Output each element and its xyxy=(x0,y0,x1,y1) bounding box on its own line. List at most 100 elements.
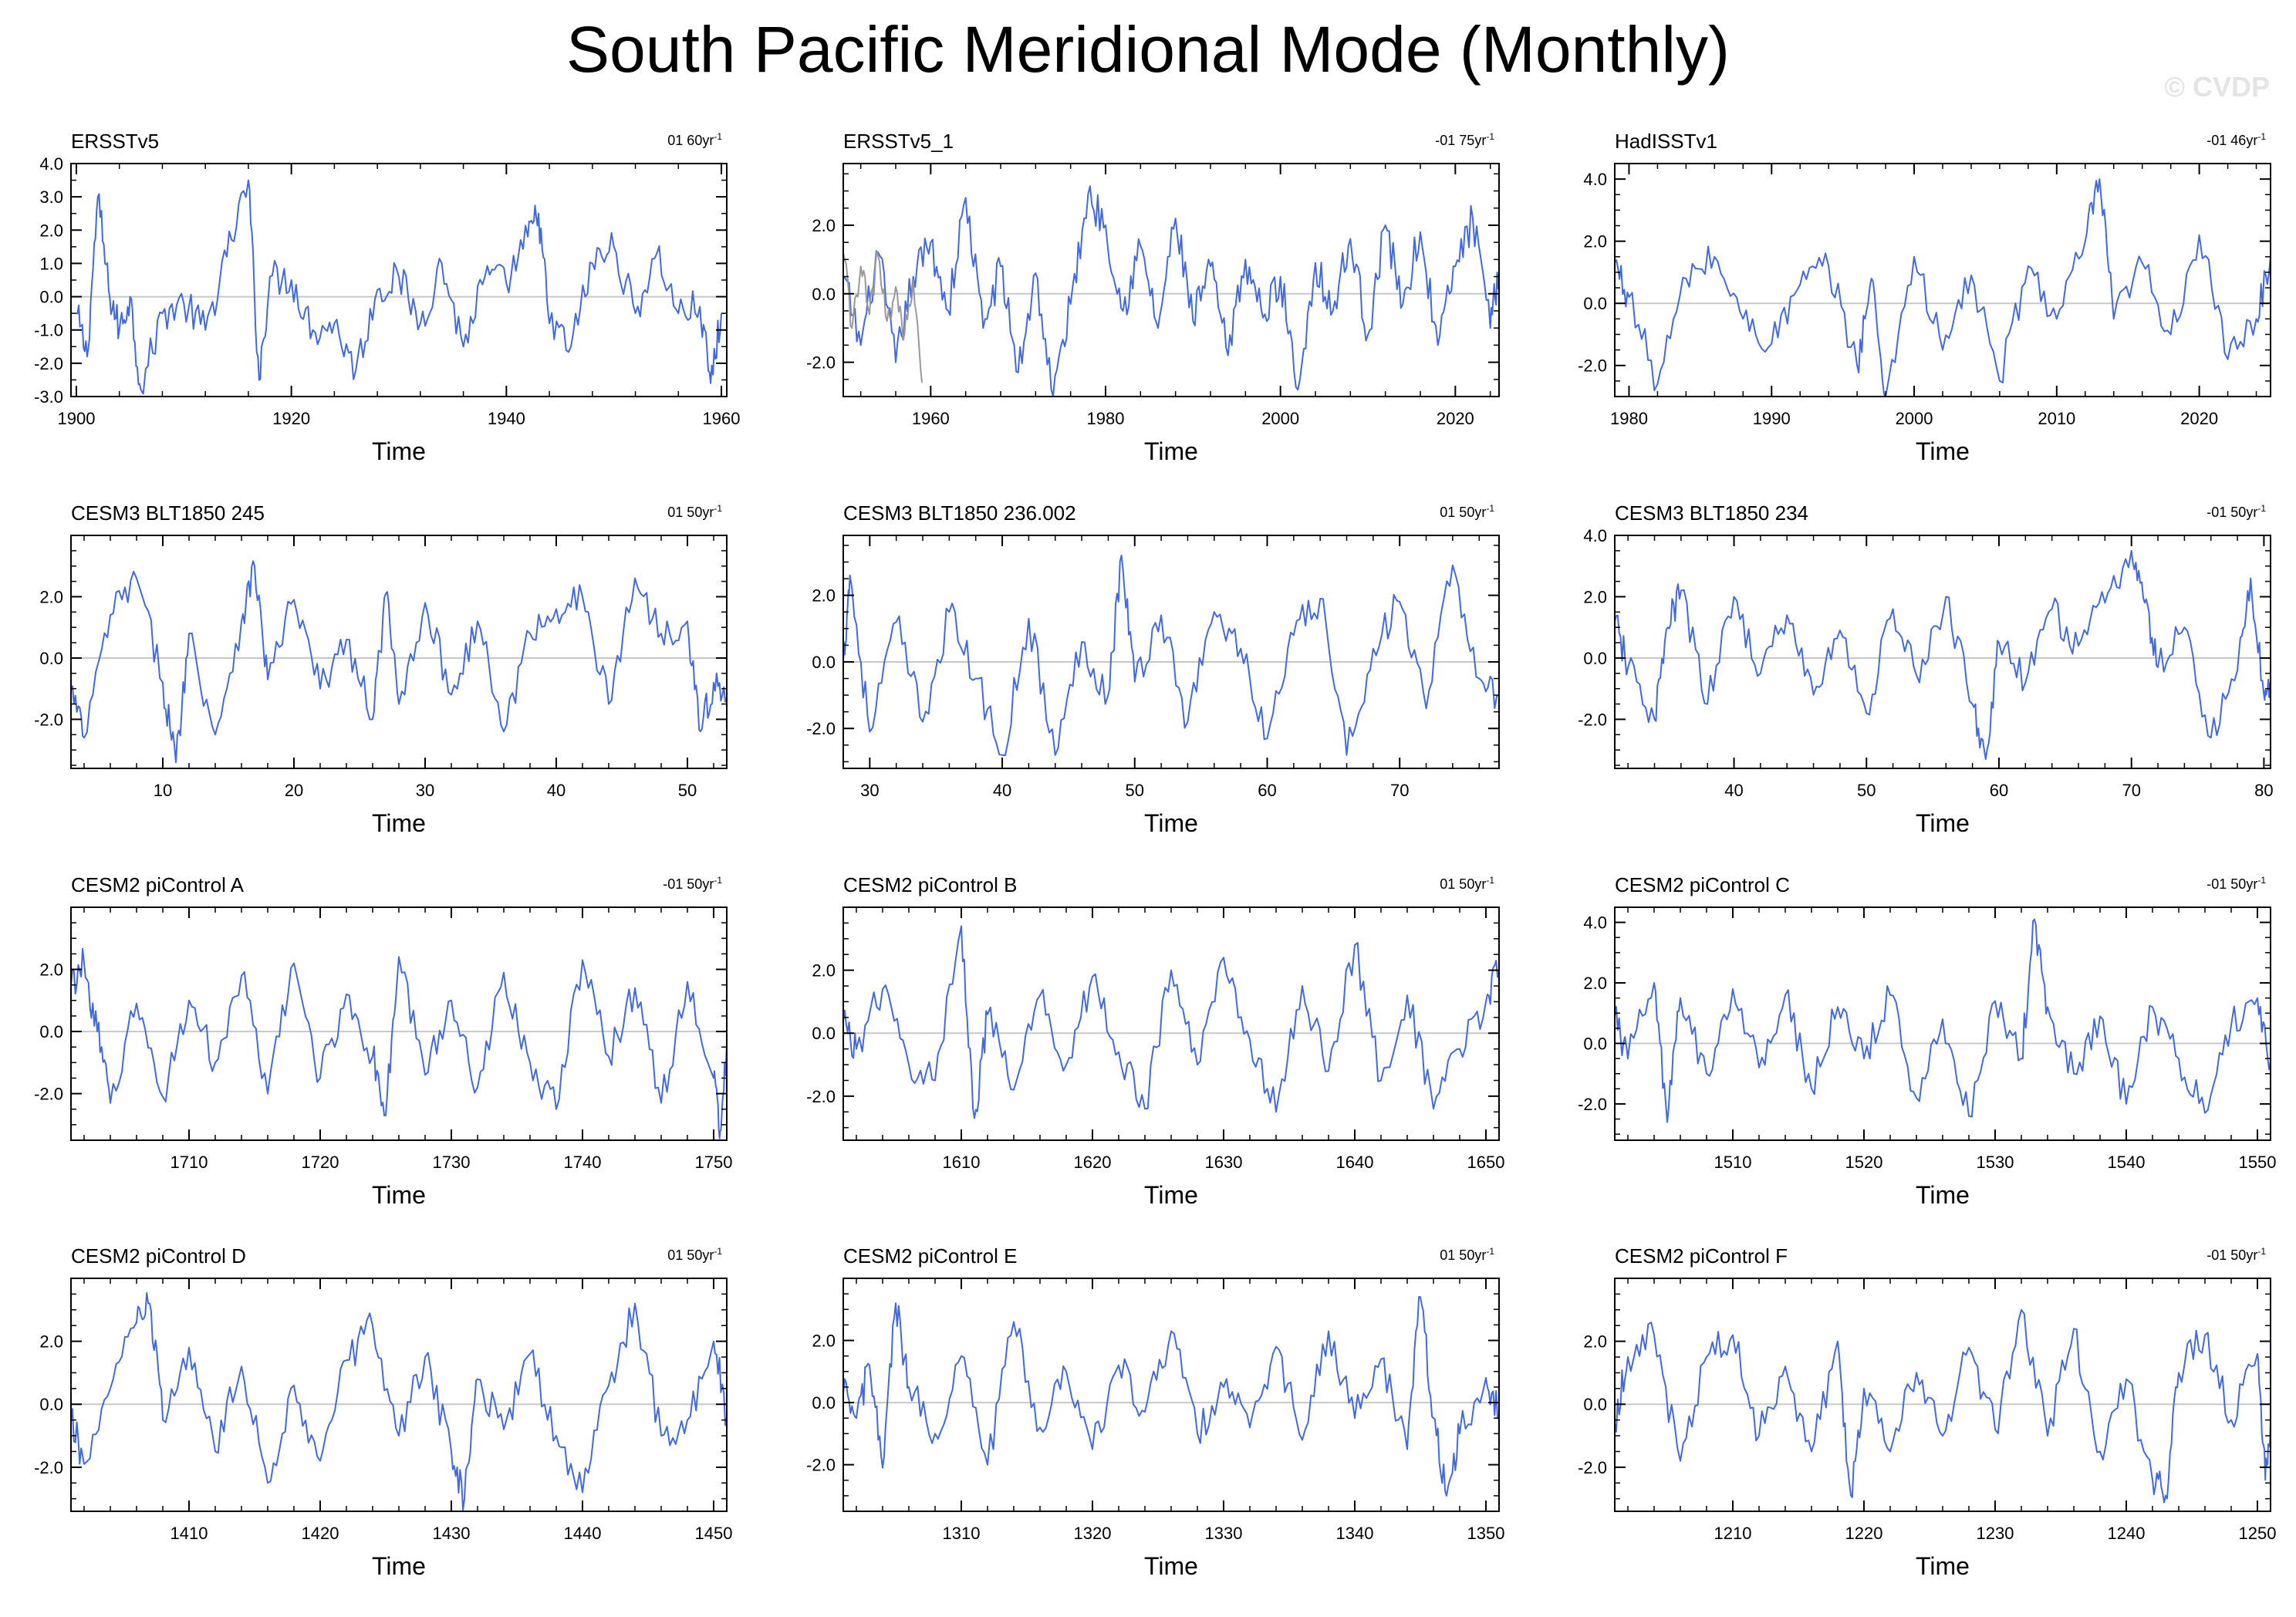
y-tick-label: 2.0 xyxy=(39,587,63,606)
panel-title: CESM2 piControl C xyxy=(1615,873,1790,896)
y-tick-label: 0.0 xyxy=(39,1022,63,1041)
panel-1: ERSSTv5 01 60yr-1 -3.0 -2.0 -1.0 0.0 1.0 2.0 3.0… xyxy=(34,130,740,465)
x-tick-label: 1250 xyxy=(2239,1524,2277,1543)
y-tick-label: -2.0 xyxy=(34,354,63,373)
panel-3: HadISSTv1 -01 46yr-1 -2.0 0.0 2.0 4.0 1980 1990… xyxy=(1578,130,2271,465)
trend-label: 01 50yr-1 xyxy=(1440,1246,1494,1263)
y-tick-label: 0.0 xyxy=(812,653,836,672)
x-tick-label: 1750 xyxy=(695,1153,733,1172)
panel-title: ERSSTv5_1 xyxy=(843,130,954,153)
x-tick-label: 1620 xyxy=(1074,1153,1112,1172)
x-axis-label: Time xyxy=(372,437,426,465)
x-axis-label: Time xyxy=(372,809,426,837)
x-tick-label: 1720 xyxy=(302,1153,339,1172)
y-tick-label: -3.0 xyxy=(34,387,63,407)
y-tick-label: 2.0 xyxy=(812,216,836,235)
x-tick-label: 1650 xyxy=(1467,1153,1505,1172)
trend-superscript: -1 xyxy=(2257,131,2266,142)
x-tick-label: 70 xyxy=(2122,781,2140,800)
panel-title: CESM2 piControl A xyxy=(71,873,245,896)
series-line xyxy=(1614,549,2271,761)
plot-frame xyxy=(1614,163,2271,397)
y-tick-label: 4.0 xyxy=(1583,913,1607,933)
panel-9: CESM2 piControl C -01 50yr-1 -2.0 0.0 2.0 4.0… xyxy=(1578,873,2276,1209)
x-tick-label: 1310 xyxy=(943,1524,981,1543)
trend-superscript: -1 xyxy=(1486,875,1494,886)
plot-frame xyxy=(70,535,728,769)
panel-title: ERSSTv5 xyxy=(71,130,159,153)
x-tick-label: 1960 xyxy=(703,409,741,428)
trend-superscript: -1 xyxy=(1486,131,1494,142)
x-tick-label: 1940 xyxy=(488,409,525,428)
panel-title: CESM2 piControl E xyxy=(843,1244,1017,1268)
panel-8: CESM2 piControl B 01 50yr-1 -2.0 0.0 2.0 1610… xyxy=(806,873,1504,1209)
x-axis-label: Time xyxy=(1144,809,1198,837)
series-line xyxy=(1614,918,2271,1123)
trend-label: 01 50yr-1 xyxy=(1440,503,1494,520)
y-tick-label: -1.0 xyxy=(34,321,63,340)
x-tick-label: 1220 xyxy=(1845,1524,1883,1543)
trend-label: -01 50yr-1 xyxy=(2207,503,2266,520)
y-tick-label: 2.0 xyxy=(812,961,836,981)
y-tick-label: 0.0 xyxy=(812,1024,836,1043)
page-title: South Pacific Meridional Mode (Monthly) xyxy=(566,13,1730,86)
y-tick-label: -2.0 xyxy=(1578,1095,1607,1114)
plot-frame xyxy=(70,906,728,1141)
series-line xyxy=(76,179,722,395)
series-line xyxy=(70,560,728,764)
trend-superscript: -1 xyxy=(1486,503,1494,514)
x-tick-label: 1990 xyxy=(1753,409,1791,428)
series-line xyxy=(842,554,1500,757)
x-tick-label: 1350 xyxy=(1467,1524,1505,1543)
y-tick-label: -2.0 xyxy=(1578,356,1607,376)
series-line xyxy=(70,947,728,1139)
x-tick-label: 2010 xyxy=(2038,409,2075,428)
panel-11: CESM2 piControl E 01 50yr-1 -2.0 0.0 2.0 1310… xyxy=(806,1244,1504,1580)
x-tick-label: 1330 xyxy=(1205,1524,1243,1543)
plot-frame xyxy=(842,535,1500,769)
x-axis-label: Time xyxy=(1144,437,1198,465)
plot-frame xyxy=(1614,1278,2271,1512)
x-tick-label: 1630 xyxy=(1205,1153,1243,1172)
x-tick-label: 1510 xyxy=(1714,1153,1752,1172)
x-tick-label: 40 xyxy=(993,781,1011,800)
panel-2: ERSSTv5_1 -01 75yr-1 -2.0 0.0 2.0 1960 1980 200… xyxy=(806,130,1500,465)
x-tick-label: 1450 xyxy=(695,1524,733,1543)
panel-4: CESM3 BLT1850 245 01 50yr-1 -2.0 0.0 2.0 10 20… xyxy=(34,501,728,837)
x-tick-label: 20 xyxy=(285,781,303,800)
x-tick-label: 1960 xyxy=(912,409,950,428)
y-tick-label: 0.0 xyxy=(1583,649,1607,668)
x-tick-label: 1530 xyxy=(1977,1153,2014,1172)
y-tick-label: 0.0 xyxy=(1583,1395,1607,1414)
y-tick-label: 2.0 xyxy=(1583,1332,1607,1352)
y-tick-label: 2.0 xyxy=(1583,587,1607,606)
panel-title: CESM3 BLT1850 236.002 xyxy=(843,501,1076,525)
x-tick-label: 1410 xyxy=(171,1524,208,1543)
x-axis-label: Time xyxy=(1916,1552,1970,1580)
y-tick-label: 2.0 xyxy=(39,221,63,240)
x-tick-label: 1610 xyxy=(943,1153,981,1172)
x-tick-label: 2000 xyxy=(1261,409,1299,428)
x-tick-label: 60 xyxy=(1258,781,1276,800)
trend-superscript: -1 xyxy=(714,131,722,142)
y-tick-label: 4.0 xyxy=(1583,526,1607,545)
y-tick-label: 1.0 xyxy=(39,254,63,273)
trend-superscript: -1 xyxy=(1486,1246,1494,1257)
series-line xyxy=(1614,178,2271,397)
x-axis-label: Time xyxy=(1916,437,1970,465)
trend-label: -01 46yr-1 xyxy=(2207,131,2266,148)
x-tick-label: 1740 xyxy=(564,1153,602,1172)
x-tick-label: 1430 xyxy=(433,1524,471,1543)
series-line xyxy=(1614,1308,2271,1504)
watermark: © CVDP xyxy=(2164,71,2270,103)
trend-label: 01 50yr-1 xyxy=(667,1246,722,1263)
overlay-line xyxy=(842,250,923,383)
y-tick-label: 0.0 xyxy=(39,1395,63,1414)
panel-title: CESM3 BLT1850 234 xyxy=(1615,501,1808,525)
x-tick-label: 10 xyxy=(154,781,172,800)
x-tick-label: 40 xyxy=(1724,781,1743,800)
y-tick-label: -2.0 xyxy=(34,1085,63,1104)
trend-label: 01 50yr-1 xyxy=(1440,875,1494,892)
y-tick-label: 4.0 xyxy=(39,154,63,174)
